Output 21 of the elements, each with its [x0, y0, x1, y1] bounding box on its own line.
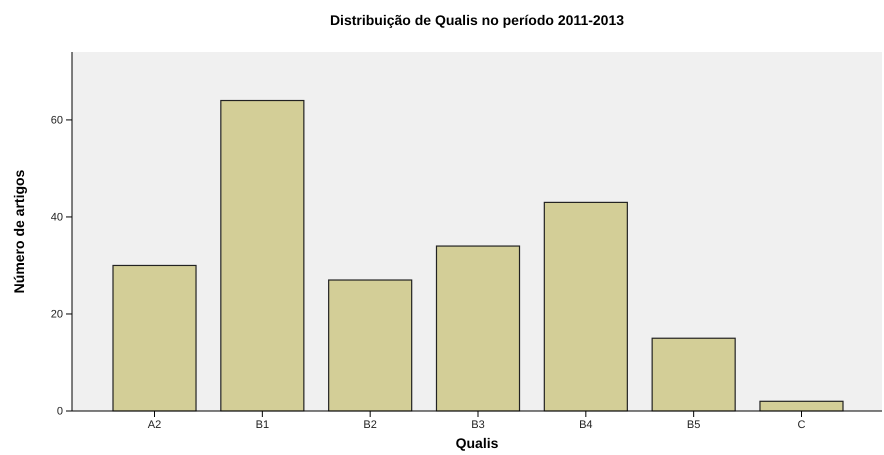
bar	[328, 279, 412, 412]
bar	[759, 400, 844, 412]
x-tick-label: B1	[256, 418, 270, 431]
y-tick-label: 40	[50, 211, 63, 224]
y-tick-label: 20	[50, 308, 63, 320]
bar	[220, 100, 304, 412]
x-tick-label: B4	[579, 418, 593, 431]
x-tick-label: B2	[363, 418, 377, 431]
bar	[652, 338, 736, 412]
y-axis-title: Número de artigos	[11, 169, 27, 294]
x-tick-label: C	[798, 418, 806, 431]
y-tick-label: 60	[50, 114, 63, 126]
y-tick-label: 0	[56, 406, 63, 418]
x-tick-label: A2	[148, 418, 162, 431]
x-tick-label: B5	[686, 418, 700, 431]
bar	[436, 245, 520, 412]
x-tick-label: B3	[471, 418, 485, 431]
x-axis-title: Qualis	[456, 435, 499, 451]
bar	[544, 202, 628, 412]
chart-title: Distribuição de Qualis no período 2011-2013	[330, 12, 624, 28]
bar	[112, 264, 197, 412]
